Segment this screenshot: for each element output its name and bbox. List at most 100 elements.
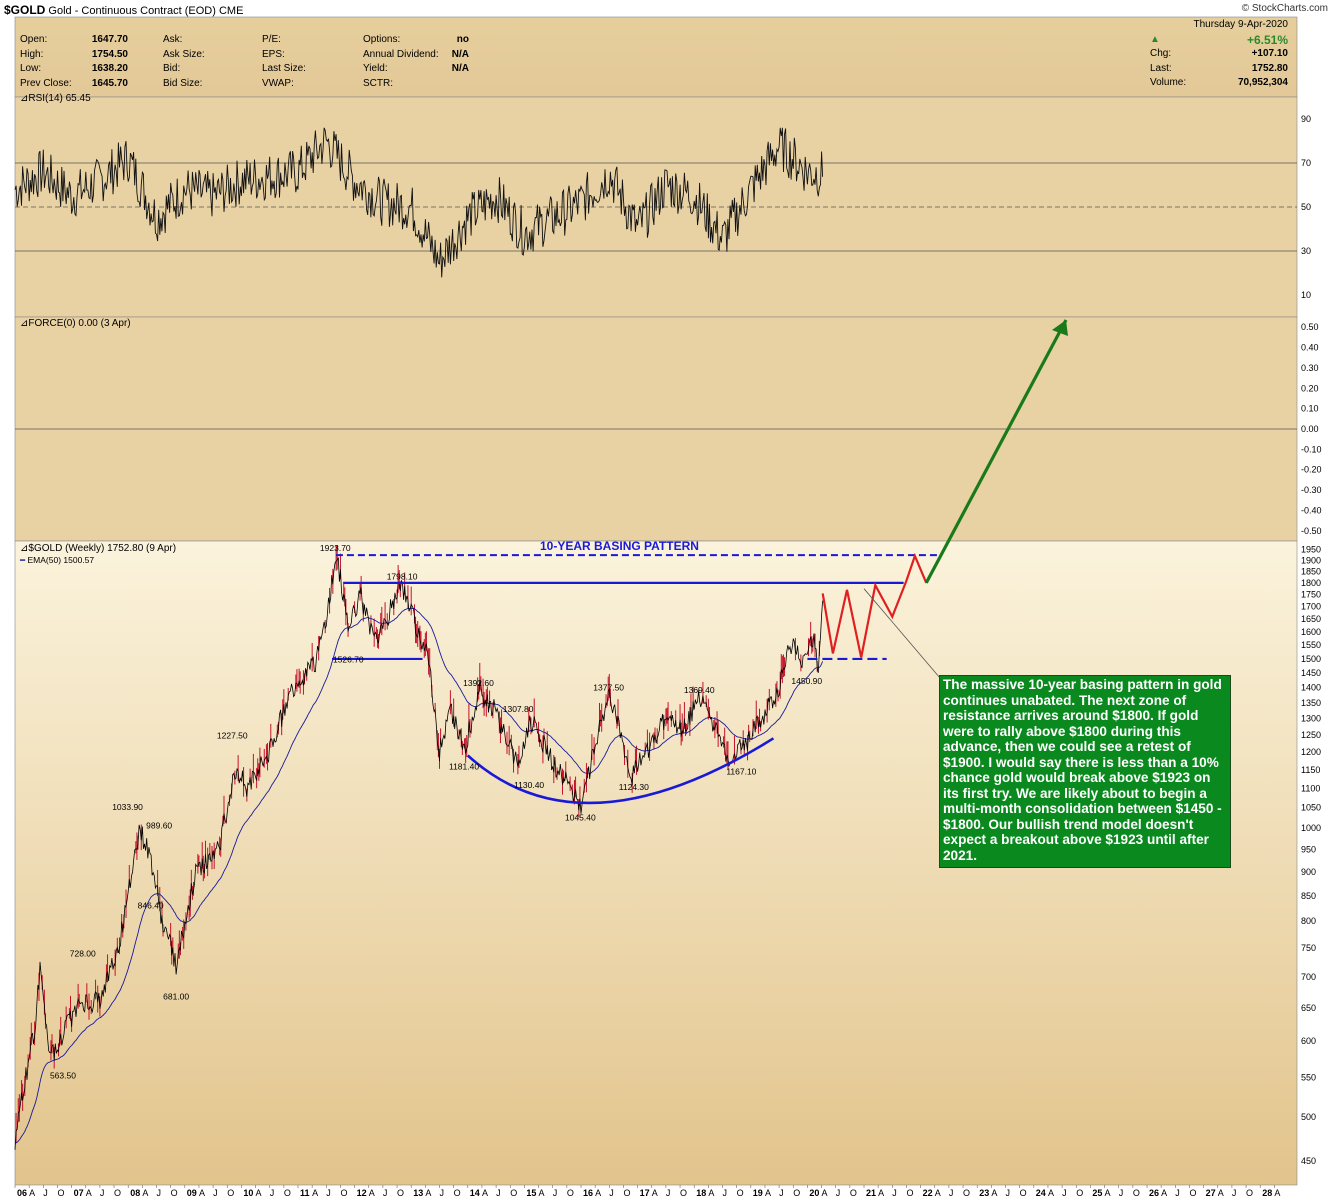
rsi-panel-label: ⊿RSI(14) 65.45 xyxy=(20,93,91,104)
x-tick-label: 23 xyxy=(979,1188,989,1198)
low-value: 1638.20 xyxy=(91,63,128,74)
bid-label: Bid: xyxy=(163,63,181,74)
price-y-tick-label: 1750 xyxy=(1301,590,1321,600)
x-tick-label: O xyxy=(1189,1188,1196,1198)
sctr-label: SCTR: xyxy=(363,77,393,89)
price-y-tick-label: 500 xyxy=(1301,1112,1316,1122)
x-tick-label: A xyxy=(1048,1188,1054,1198)
x-tick-label: J xyxy=(666,1188,671,1198)
price-label: 1167.10 xyxy=(726,767,756,777)
force-y-tick-label: -0.40 xyxy=(1301,505,1322,515)
quote-col4: Options: no Annual Dividend: N/A Yield: N/A… xyxy=(363,33,469,91)
x-tick-label: 21 xyxy=(866,1188,876,1198)
x-tick-label: A xyxy=(539,1188,545,1198)
price-label: 846.40 xyxy=(138,901,164,911)
high-value: 1754.50 xyxy=(91,48,128,60)
eps-label: EPS: xyxy=(262,48,285,60)
volume-value: 70,952,304 xyxy=(1237,77,1288,88)
quote-date: Thursday 9-Apr-2020 xyxy=(1193,19,1289,30)
x-tick-label: 13 xyxy=(413,1188,423,1198)
rsi-line xyxy=(14,127,824,278)
x-tick-label: O xyxy=(340,1188,347,1198)
header-panel xyxy=(14,16,1298,98)
x-tick-label: A xyxy=(935,1188,941,1198)
price-label: 1526.70 xyxy=(333,655,364,665)
price-label: 1033.90 xyxy=(112,802,143,812)
x-tick-label: A xyxy=(595,1188,601,1198)
x-tick-label: O xyxy=(114,1188,121,1198)
price-y-tick-label: 1900 xyxy=(1301,555,1321,565)
x-tick-label: A xyxy=(1218,1188,1224,1198)
price-label: 1307.80 xyxy=(503,704,534,714)
x-tick-label: O xyxy=(737,1188,744,1198)
x-tick-label: J xyxy=(723,1188,728,1198)
price-label: 1369.40 xyxy=(684,685,715,695)
ema-line xyxy=(14,607,824,1144)
x-tick-label: A xyxy=(878,1188,884,1198)
price-y-tick-label: 1650 xyxy=(1301,614,1321,624)
price-y-tick-label: 1200 xyxy=(1301,747,1321,757)
x-tick-label: J xyxy=(43,1188,48,1198)
x-tick-label: 19 xyxy=(753,1188,763,1198)
x-tick-label: 22 xyxy=(923,1188,933,1198)
x-tick-label: J xyxy=(496,1188,501,1198)
force-y-tick-label: 0.00 xyxy=(1301,424,1319,434)
price-panel-label: ⊿$GOLD (Weekly) 1752.80 (9 Apr) xyxy=(20,543,177,554)
x-tick-label: A xyxy=(312,1188,318,1198)
up-arrow-icon: ▲ xyxy=(1150,33,1160,45)
x-tick-label: J xyxy=(326,1188,331,1198)
x-tick-label: J xyxy=(1232,1188,1237,1198)
options-label: Options: xyxy=(363,34,401,45)
price-y-tick-label: 1350 xyxy=(1301,698,1321,708)
projection-zigzag xyxy=(821,552,928,658)
price-y-tick-label: 1400 xyxy=(1301,683,1321,693)
x-tick-label: J xyxy=(1062,1188,1067,1198)
stockcharts-brand[interactable]: © StockCharts.com xyxy=(1241,3,1328,14)
x-tick-label: A xyxy=(652,1188,658,1198)
x-tick-label: O xyxy=(454,1188,461,1198)
price-y-tick-label: 1500 xyxy=(1301,654,1321,664)
volume-label: Volume: xyxy=(1150,77,1187,88)
x-tick-label: J xyxy=(949,1188,954,1198)
force-y-tick-label: 0.50 xyxy=(1301,322,1319,332)
rsi-y-tick-label: 30 xyxy=(1301,246,1311,256)
x-tick-label: 07 xyxy=(74,1188,84,1198)
basing-pattern-title: 10-YEAR BASING PATTERN xyxy=(540,539,699,553)
x-tick-label: A xyxy=(199,1188,205,1198)
x-tick-label: 28 xyxy=(1262,1188,1272,1198)
rounding-bottom-arc xyxy=(466,737,775,805)
x-tick-label: A xyxy=(86,1188,92,1198)
x-tick-label: O xyxy=(567,1188,574,1198)
open-value: 1647.70 xyxy=(91,34,128,45)
force-y-tick-label: 0.30 xyxy=(1301,363,1319,373)
bid-size-label: Bid Size: xyxy=(163,77,203,89)
price-label: 1124.30 xyxy=(619,782,649,792)
x-tick-label: A xyxy=(1274,1188,1280,1198)
price-y-tick-label: 1550 xyxy=(1301,640,1321,650)
force-y-tick-label: 0.20 xyxy=(1301,383,1319,393)
price-y-tick-label: 900 xyxy=(1301,867,1316,877)
breakout-arrowhead xyxy=(1052,320,1068,336)
price-label: 728.00 xyxy=(70,948,96,958)
x-tick-label: O xyxy=(793,1188,800,1198)
x-tick-label: 26 xyxy=(1149,1188,1159,1198)
x-tick-label: O xyxy=(680,1188,687,1198)
instrument-name: Gold - Continuous Contract (EOD) xyxy=(48,5,216,17)
pe-label: P/E: xyxy=(262,34,281,45)
price-y-tick-label: 800 xyxy=(1301,916,1316,926)
breakout-arrow-line xyxy=(924,319,1068,584)
price-y-tick-label: 850 xyxy=(1301,891,1316,901)
price-y-tick-label: 750 xyxy=(1301,943,1316,953)
x-tick-label: 16 xyxy=(583,1188,593,1198)
x-tick-label: A xyxy=(1161,1188,1167,1198)
x-tick-label: J xyxy=(1175,1188,1180,1198)
x-tick-label: O xyxy=(1246,1188,1253,1198)
x-tick-label: J xyxy=(213,1188,218,1198)
price-label: 1450.90 xyxy=(791,676,822,686)
x-tick-label: J xyxy=(100,1188,105,1198)
dividend-value: N/A xyxy=(451,48,469,60)
quote-summary: Thursday 9-Apr-2020 ▲ +6.51% Chg: +107.10 … xyxy=(1150,18,1288,91)
price-label: 681.00 xyxy=(163,991,189,1001)
force-y-tick-label: -0.30 xyxy=(1301,485,1322,495)
